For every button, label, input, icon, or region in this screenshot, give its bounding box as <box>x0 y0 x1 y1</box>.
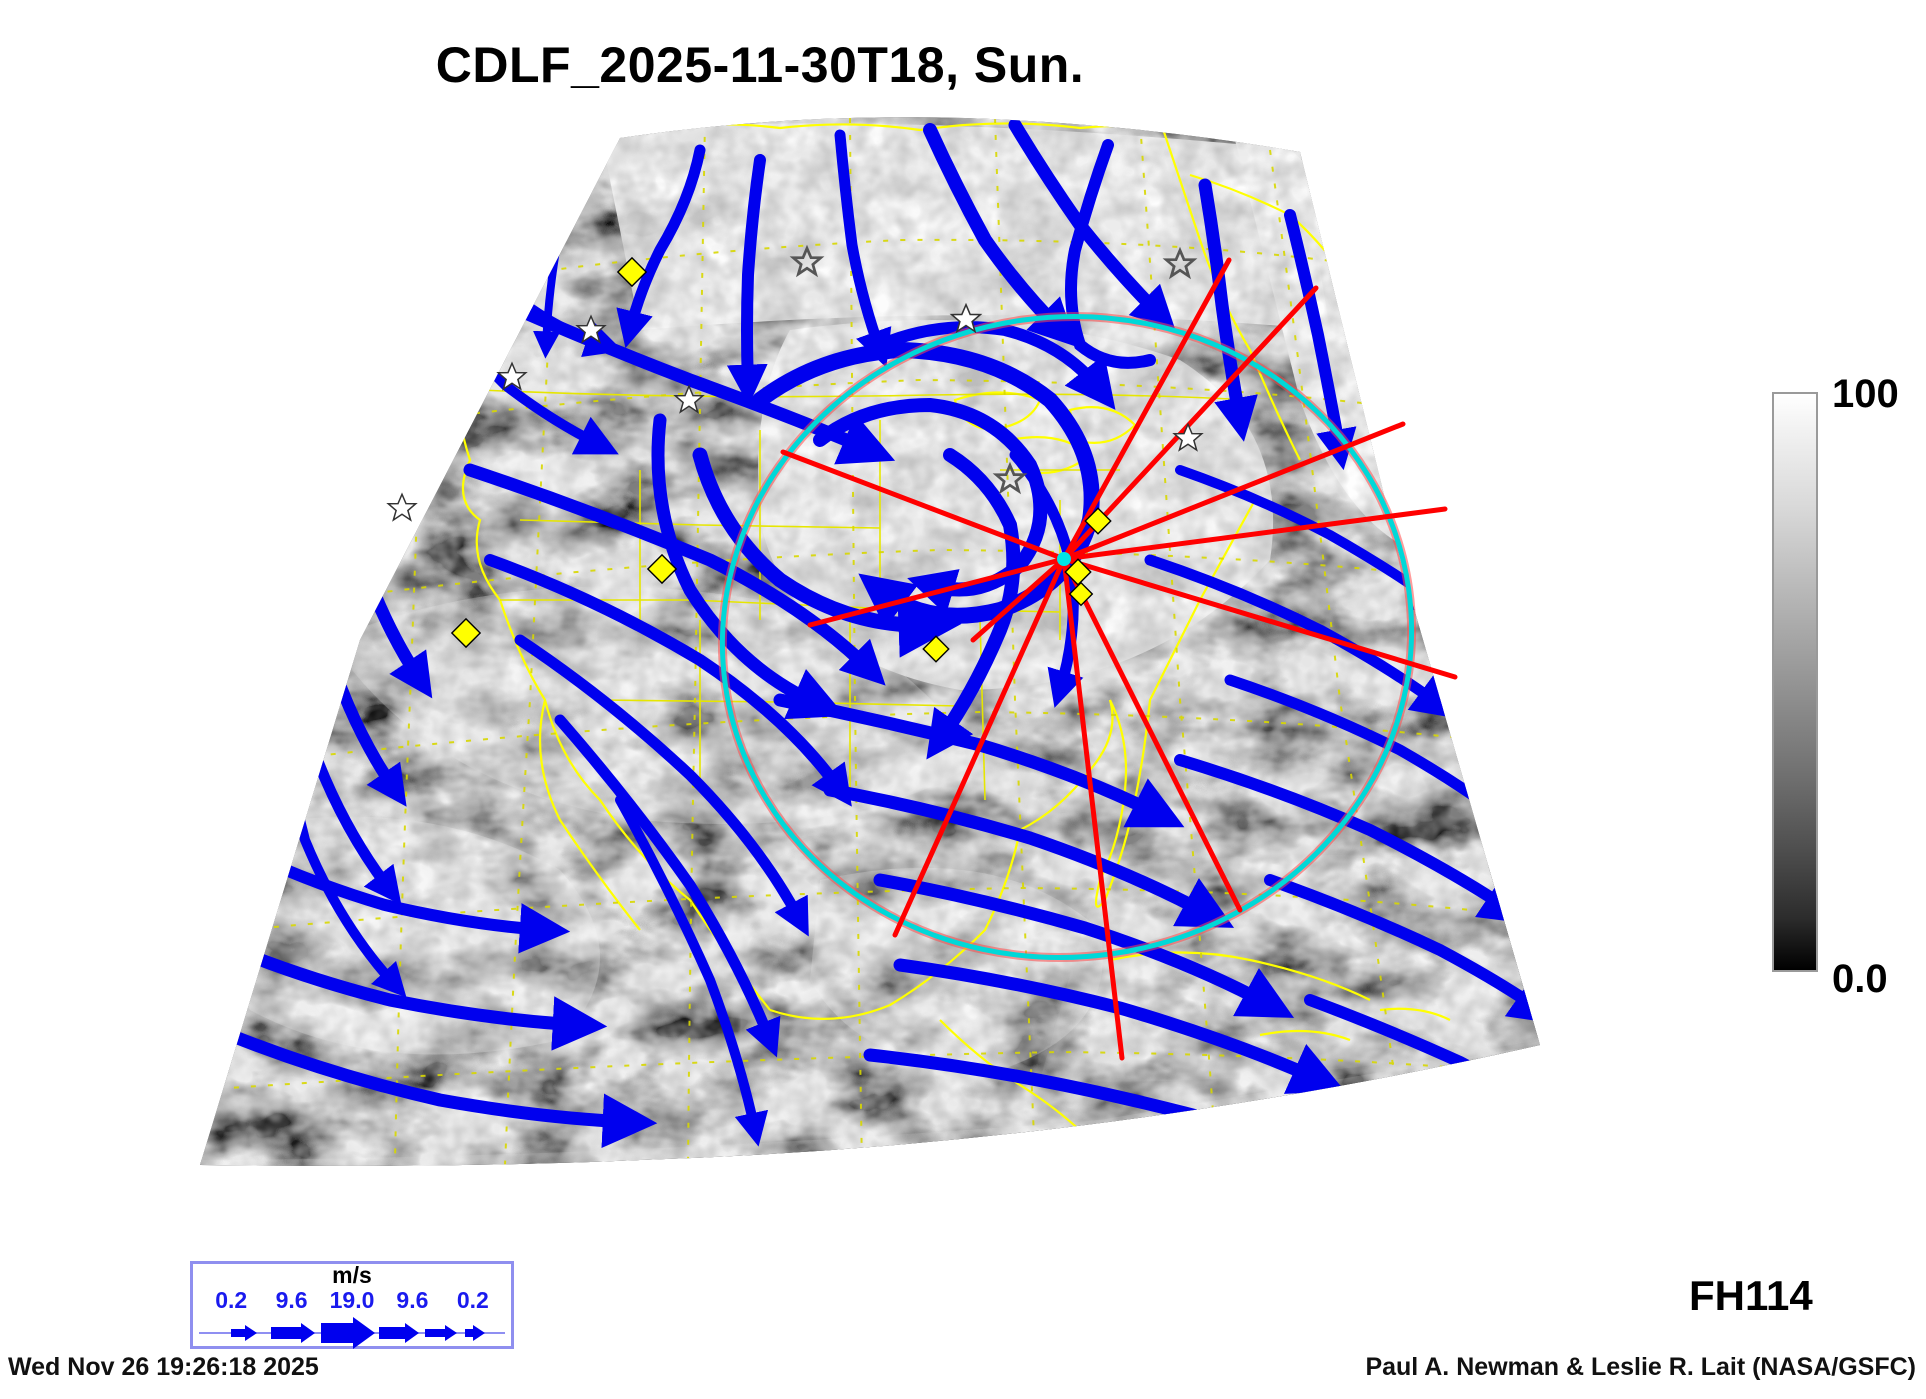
colorbar-max-label: 100 <box>1832 372 1899 416</box>
forecast-hour-label: FH114 <box>1689 1272 1813 1319</box>
wind-legend-ticks: 0.2 9.6 19.0 9.6 0.2 <box>193 1287 511 1317</box>
colorbar <box>1772 392 1818 972</box>
wind-tick-0: 0.2 <box>215 1287 248 1313</box>
hub-marker[interactable] <box>1057 552 1071 566</box>
attribution: Paul A. Newman & Leslie R. Lait (NASA/GS… <box>1365 1353 1916 1381</box>
wind-tick-1: 9.6 <box>275 1287 308 1313</box>
colorbar-min-label: 0.0 <box>1832 957 1888 1001</box>
wind-legend-unit-label: m/s <box>332 1262 372 1288</box>
wind-tick-4: 0.2 <box>456 1287 489 1313</box>
wind-speed-legend: m/s 0.2 9.6 19.0 9.6 0.2 <box>190 1261 514 1349</box>
station-markers-star-open[interactable] <box>789 244 1198 495</box>
station-markers-diamond[interactable] <box>450 256 1112 663</box>
render-timestamp: Wed Nov 26 19:26:18 2025 <box>8 1353 319 1381</box>
wind-tick-2: 19.0 <box>329 1287 375 1313</box>
colorbar-gradient <box>1772 392 1818 972</box>
page-title: CDLF_2025-11-30T18, Sun. <box>435 37 1085 93</box>
map-raster-layer <box>200 117 1540 1166</box>
flight-track-radials <box>780 257 1458 1061</box>
wind-legend-arrow-scale <box>199 1317 505 1349</box>
wind-streamlines-layer <box>200 118 1540 1166</box>
station-markers-star-filled[interactable] <box>386 302 1204 522</box>
wind-tick-3: 9.6 <box>396 1287 429 1313</box>
